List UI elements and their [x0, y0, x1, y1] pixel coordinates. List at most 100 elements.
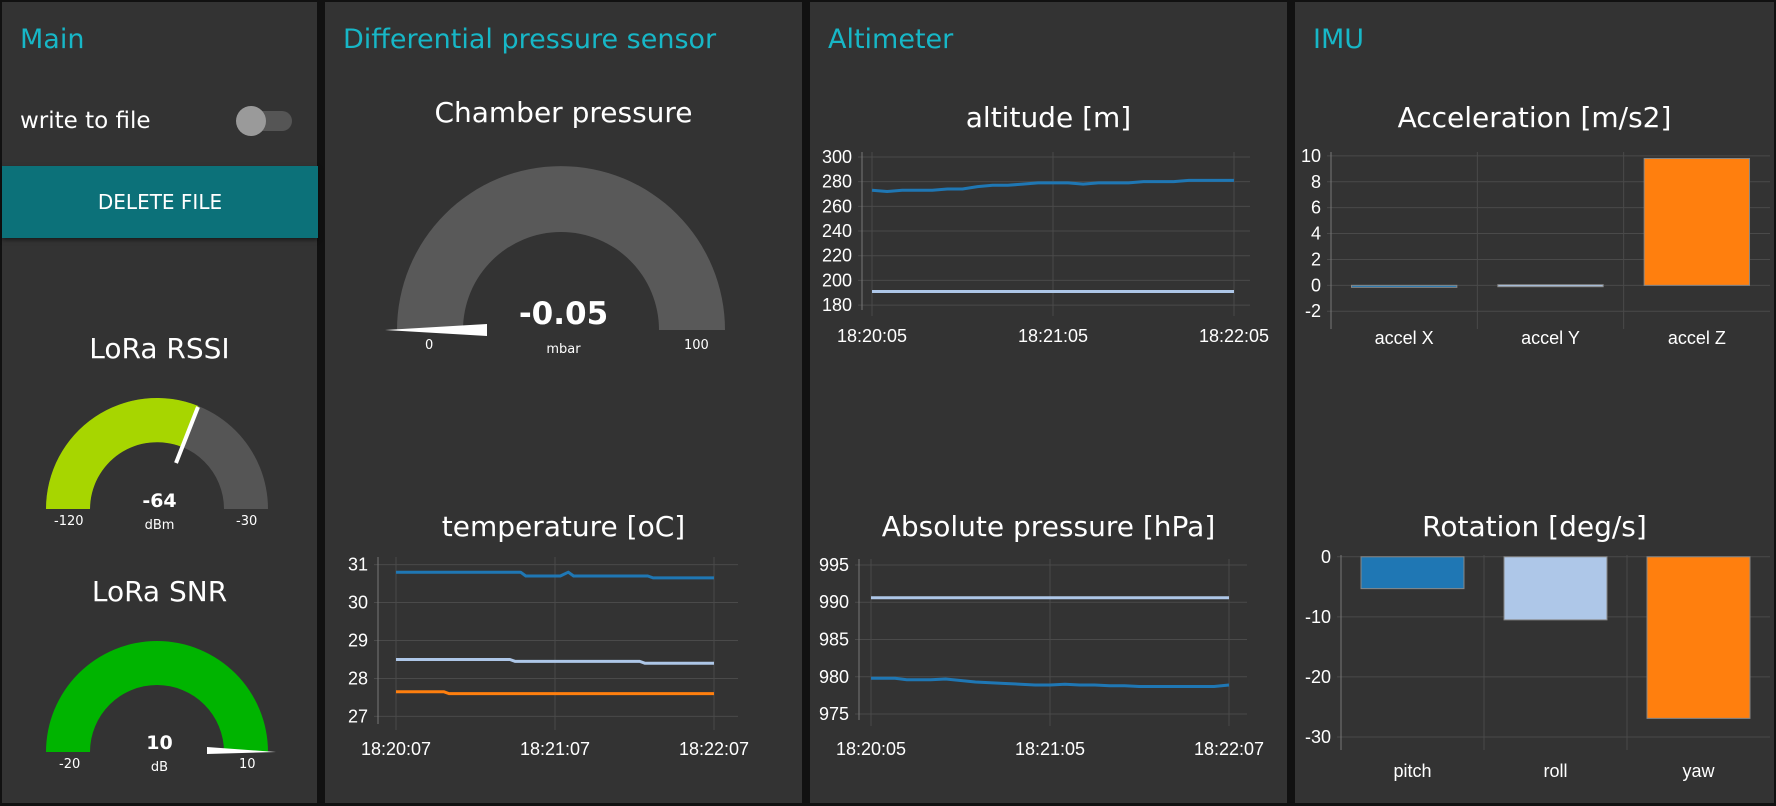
lora-rssi-gauge	[46, 397, 268, 509]
snr-gauge-min: -20	[59, 757, 81, 772]
main-panel: Main write to file DELETE FILE LoRa RSSI…	[2, 2, 318, 803]
snr-gauge-max: 10	[239, 757, 256, 772]
x-tick-label: accel X	[1375, 328, 1434, 348]
temperature-chart: 27 28 29 30 31 18:20:07 18:21:07 18:22:07	[348, 555, 749, 759]
chamber-pressure-value: -0.05	[518, 296, 609, 332]
x-tick-label: 18:22:07	[679, 739, 749, 759]
x-tick-label: 18:21:07	[520, 739, 590, 759]
write-to-file-label: write to file	[20, 108, 151, 134]
series-line-1	[871, 676, 1230, 688]
x-tick-label: roll	[1543, 761, 1567, 781]
y-tick-label: 10	[1301, 146, 1321, 166]
rssi-gauge-needle	[174, 406, 200, 464]
x-tick-label: accel Y	[1521, 328, 1580, 348]
y-tick-label: 980	[819, 667, 849, 687]
temperature-chart-title: temperature [oC]	[441, 510, 686, 543]
y-tick-label: -20	[1305, 667, 1331, 687]
rssi-gauge-min: -120	[54, 514, 84, 529]
snr-gauge-value: 10	[146, 732, 173, 754]
x-tick-label: 18:21:05	[1015, 739, 1085, 759]
y-tick-label: 995	[819, 555, 849, 575]
x-tick-label: 18:20:07	[361, 739, 431, 759]
snr-gauge-fill	[46, 641, 268, 752]
acceleration-chart: -2 0 2 4 6 8 10 accel X accel Y accel Z	[1301, 146, 1770, 348]
lora-rssi-title: LoRa RSSI	[89, 332, 230, 365]
y-tick-label: 0	[1311, 275, 1321, 295]
series-line-3	[396, 690, 714, 696]
y-tick-label: 0	[1321, 547, 1331, 567]
y-tick-label: 6	[1311, 198, 1321, 218]
differential-pressure-panel-title: Differential pressure sensor	[343, 24, 717, 55]
x-tick-label: 18:20:05	[836, 739, 906, 759]
rssi-gauge-unit: dBm	[144, 518, 175, 533]
differential-pressure-panel: Differential pressure sensor Chamber pre…	[325, 2, 802, 803]
x-tick-label: pitch	[1393, 761, 1431, 781]
y-tick-label: 200	[822, 270, 852, 290]
chamber-gauge-track	[397, 166, 725, 330]
y-tick-label: -2	[1305, 301, 1321, 321]
x-tick-label: 18:21:05	[1018, 326, 1088, 346]
chamber-gauge-needle	[385, 324, 487, 336]
x-tick-label: 18:22:05	[1199, 326, 1269, 346]
x-tick-label: accel Z	[1668, 328, 1726, 348]
snr-gauge-unit: dB	[150, 760, 169, 775]
chamber-pressure-max: 100	[684, 338, 709, 353]
y-tick-label: 975	[819, 704, 849, 724]
y-tick-label: -10	[1305, 607, 1331, 627]
lora-snr-gauge	[46, 641, 276, 754]
series-line-1	[871, 178, 1234, 193]
chamber-pressure-min: 0	[425, 338, 434, 353]
series-line-2	[396, 658, 714, 665]
toggle-knob	[236, 106, 266, 136]
chamber-pressure-gauge	[385, 166, 725, 336]
y-tick-label: 31	[348, 555, 368, 575]
rssi-gauge-fill	[46, 397, 199, 509]
x-tick-label: yaw	[1682, 761, 1715, 781]
altimeter-panel-title: Altimeter	[828, 24, 954, 55]
absolute-pressure-chart: 975 980 985 990 995 18:20:05 18:21:05 18:22:07	[819, 555, 1264, 759]
rotation-chart: 0 -10 -20 -30 pitch roll yaw	[1305, 547, 1770, 781]
y-tick-label: 220	[822, 246, 852, 266]
x-tick-label: 18:22:07	[1194, 739, 1264, 759]
x-tick-label: 18:20:05	[837, 326, 907, 346]
y-tick-label: 280	[822, 172, 852, 192]
y-tick-label: 300	[822, 147, 852, 167]
altitude-chart: 180 200 220 240 260 280 300 18:20:05 18:21:05 18:…	[822, 147, 1269, 346]
snr-gauge-needle	[207, 747, 276, 754]
rotation-chart-title: Rotation [deg/s]	[1422, 510, 1647, 543]
lora-snr-title: LoRa SNR	[91, 575, 228, 608]
y-tick-label: 8	[1311, 172, 1321, 192]
imu-panel-title: IMU	[1313, 24, 1365, 55]
bar-yaw	[1646, 556, 1751, 719]
series-line-1	[396, 570, 714, 580]
y-tick-label: 28	[348, 668, 368, 688]
y-tick-label: 990	[819, 592, 849, 612]
y-tick-label: 29	[348, 631, 368, 651]
y-tick-label: 2	[1311, 249, 1321, 269]
y-tick-label: -30	[1305, 727, 1331, 747]
chamber-pressure-title: Chamber pressure	[434, 96, 693, 129]
bar-pitch	[1360, 556, 1465, 590]
bar-accel-x	[1350, 284, 1458, 288]
bar-roll	[1503, 556, 1608, 621]
imu-panel: IMU Acceleration [m/s2] -2 0 2 4 6 8 10 accel X…	[1295, 2, 1774, 803]
rssi-gauge-value: -64	[142, 490, 177, 512]
acceleration-chart-title: Acceleration [m/s2]	[1397, 101, 1672, 134]
altitude-chart-title: altitude [m]	[965, 101, 1132, 134]
chamber-pressure-unit: mbar	[546, 342, 581, 357]
absolute-pressure-chart-title: Absolute pressure [hPa]	[881, 510, 1216, 543]
y-tick-label: 180	[822, 295, 852, 315]
bar-accel-y	[1497, 284, 1604, 288]
main-panel-title: Main	[20, 24, 85, 55]
y-tick-label: 985	[819, 630, 849, 650]
delete-file-button[interactable]: DELETE FILE	[2, 166, 318, 238]
y-tick-label: 4	[1311, 224, 1321, 244]
rssi-gauge-max: -30	[236, 514, 258, 529]
y-tick-label: 240	[822, 221, 852, 241]
altimeter-panel: Altimeter altitude [m] 180 200 220 240 260 28…	[810, 2, 1287, 803]
write-to-file-toggle[interactable]	[236, 106, 292, 136]
y-tick-label: 260	[822, 196, 852, 216]
y-tick-label: 30	[348, 593, 368, 613]
y-tick-label: 27	[348, 706, 368, 726]
bar-accel-z	[1643, 157, 1751, 286]
